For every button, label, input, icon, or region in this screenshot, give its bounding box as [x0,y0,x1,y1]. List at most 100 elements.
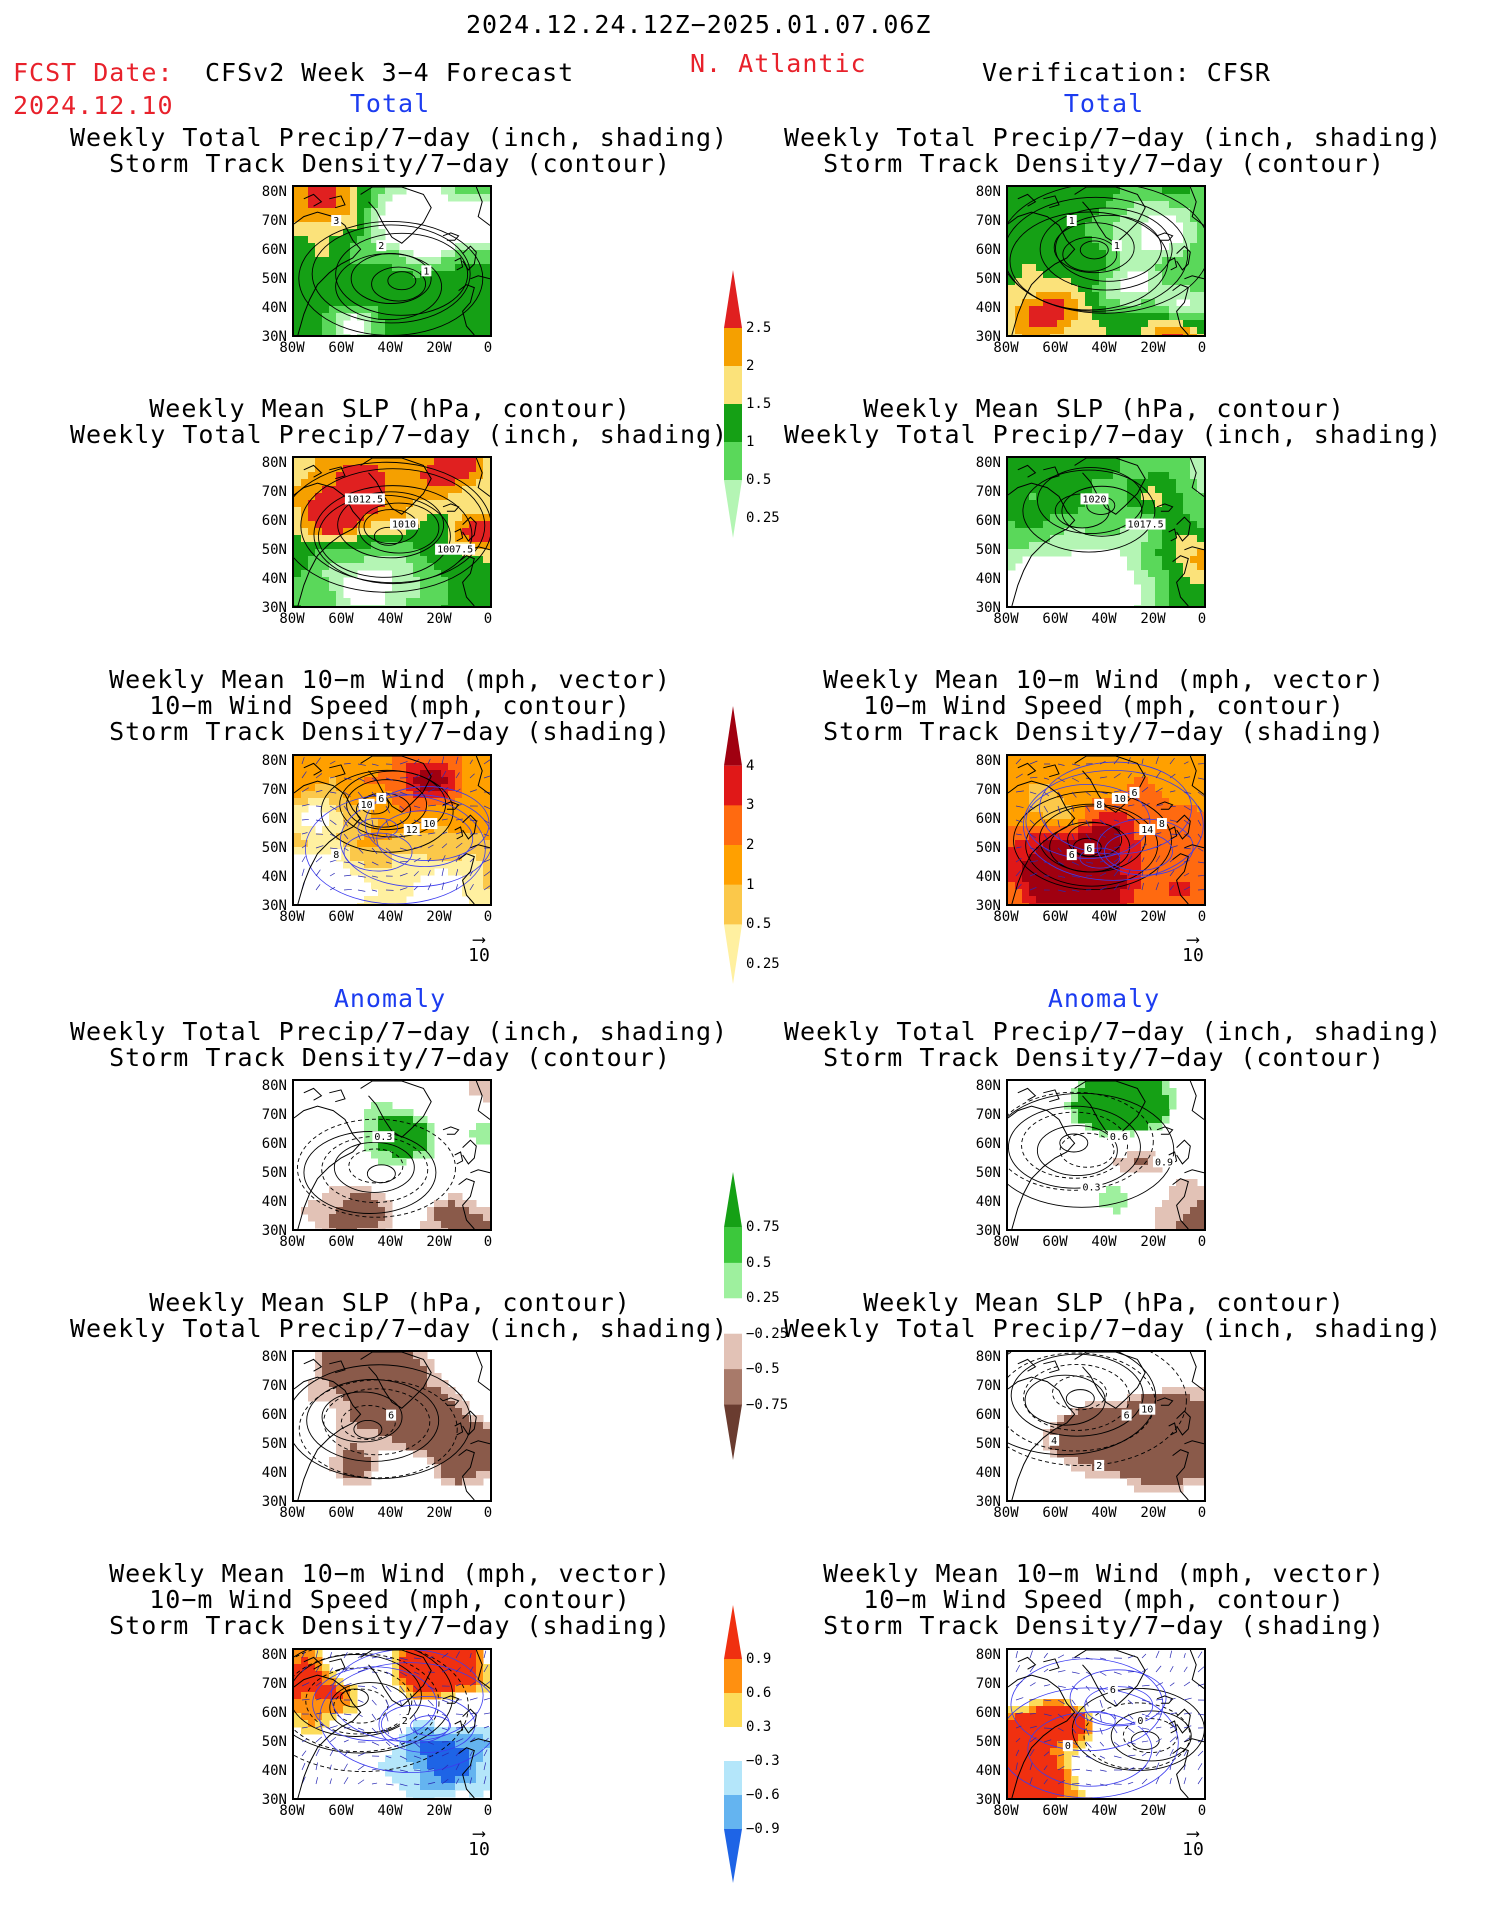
lon-tick-label: 80W [993,909,1019,925]
map-panel-r6-left: 2 [292,1648,492,1800]
coastline [1176,814,1191,840]
map-canvas: 11 [1008,187,1204,335]
lat-tick-label: 60N [975,1705,1001,1721]
contour-label: 8 [333,850,339,861]
vector-arrow-icon: ⟶ [1187,1823,1199,1844]
coastline [1074,187,1146,244]
coastline [329,1360,346,1374]
contour-label: 10 [1114,794,1126,805]
lat-tick-label: 40N [261,869,287,885]
panel-title-line: 10−m Wind Speed (mph, contour) [863,691,1345,720]
verification-title: Verification: CFSR [982,58,1271,87]
contour-label: 6 [1110,1685,1116,1696]
lon-tick-label: 0 [1197,1803,1207,1819]
map-panel-r6-right: 0 0 6 [1006,1648,1206,1800]
coastline [1184,1169,1204,1174]
coastline [329,466,346,480]
contour-label: 1 [423,266,429,277]
lon-tick-label: 20W [426,909,452,925]
colorbar-label: 0.25 [746,1290,780,1307]
colorbar-label: 0.6 [746,1685,772,1701]
contour-label: 4 [1051,1436,1057,1447]
coastline [442,1695,460,1704]
map-canvas: 6 4 2 10 [1008,1352,1204,1500]
coastline [1017,193,1037,207]
lat-tick-label: 50N [975,1436,1001,1452]
lat-tick-label: 50N [261,1436,287,1452]
colorbar-label: 2 [746,837,755,853]
map-canvas: 6 [294,1352,490,1500]
colorbar-label: 0.25 [746,956,780,972]
panel-title-line: Storm Track Density/7−day (shading) [823,717,1385,746]
colorbar-1 [724,270,742,538]
coastline [454,1720,464,1734]
panel-title-r1-left: Weekly Total Precip/7−day (inch, shading… [70,123,729,177]
coastline [360,1081,432,1138]
contour-label: 1012.5 [347,494,383,505]
coastline [360,1352,432,1409]
contour-label: 6 [388,1411,394,1422]
map-panel-r2-left: 1012.5 1010 1007.5 [292,456,492,608]
lon-tick-label: 20W [426,340,452,356]
lon-tick-label: 80W [993,340,1019,356]
panel-title-line: Weekly Total Precip/7−day (inch, shading… [70,1017,729,1046]
lat-tick-label: 40N [261,300,287,316]
panel-title-r4-right: Weekly Total Precip/7−day (inch, shading… [784,1019,1441,1071]
coastline [1189,1081,1204,1120]
coastline [294,482,362,606]
coastline [294,1105,362,1229]
lon-tick-label: 0 [1197,909,1207,925]
vector-reference-value: 10 [1182,1839,1204,1860]
section-anomaly-right: Anomaly [1047,984,1161,1013]
panel-title-line: Weekly Mean 10−m Wind (mph, vector) [109,1559,671,1588]
colorbar-label: −0.6 [746,1787,780,1803]
panel-title-line: Weekly Mean 10−m Wind (mph, vector) [823,1559,1385,1588]
lat-tick-label: 70N [975,1378,1001,1394]
lon-tick-label: 0 [1197,340,1207,356]
coastline [1043,1360,1060,1374]
contour-label: 0.3 [374,1132,392,1143]
map-canvas: 3 2 1 [294,187,490,335]
contour-label: 1017.5 [1128,520,1164,531]
map-panel-r1-left: 3 2 1 [292,185,492,337]
coastline [329,1089,346,1103]
lon-tick-label: 80W [279,340,305,356]
coastline [1189,1352,1204,1391]
map-panel-r3-left: 10 12 8 6 10 [292,754,492,906]
lon-tick-label: 20W [1140,1505,1166,1521]
contour-label: 0.9 [1155,1157,1173,1168]
coastline [458,555,475,606]
coastline [1008,1674,1076,1798]
lat-tick-label: 50N [261,1734,287,1750]
coastline [1172,853,1189,904]
contour-label: 0.6 [1110,1132,1128,1143]
panel-title-line: Weekly Mean SLP (hPa, contour) [863,394,1345,423]
lat-tick-label: 40N [261,571,287,587]
coastline [1156,503,1174,512]
coastline [475,1081,490,1120]
lat-tick-label: 80N [261,753,287,769]
lat-tick-label: 70N [975,213,1001,229]
colorbar-label: 2 [746,358,755,374]
colorbar-label: 3 [746,797,755,814]
panel-title-line: Weekly Total Precip/7−day (inch, shading… [70,123,729,152]
panel-title-line: Weekly Total Precip/7−day (inch, shading… [784,420,1443,449]
coastline [470,1738,490,1743]
coastline [303,762,323,776]
contour-label: 3 [333,216,339,227]
lat-tick-label: 70N [261,782,287,798]
coastline [470,844,490,849]
coastline [442,232,460,241]
panel-title-r1-right: Weekly Total Precip/7−day (inch, shading… [784,125,1441,177]
panel-title-line: Storm Track Density/7−day (shading) [823,1611,1385,1640]
section-anomaly-left: Anomaly [333,984,447,1013]
map-panel-r2-right: 1020 1017.5 [1006,456,1206,608]
panel-title-r6-right: Weekly Mean 10−m Wind (mph, vector) 10−m … [784,1561,1424,1639]
lat-tick-label: 50N [975,840,1001,856]
coastline [1043,1089,1060,1103]
lat-tick-label: 30N [975,1494,1001,1510]
coastline [1168,257,1178,271]
lon-tick-label: 80W [279,1234,305,1250]
lat-tick-label: 70N [975,782,1001,798]
panel-title-line: Weekly Mean 10−m Wind (mph, vector) [823,665,1385,694]
